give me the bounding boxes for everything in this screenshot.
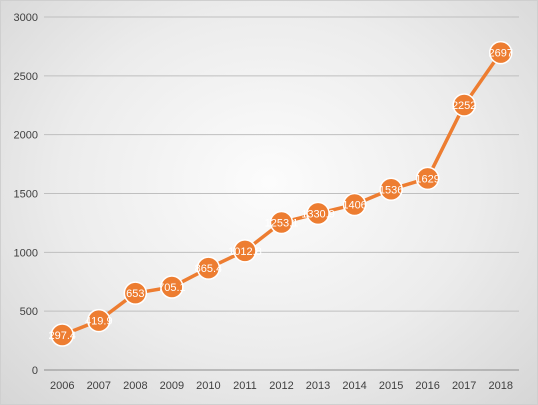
data-label: 1330.9 [301, 208, 335, 220]
data-point-marker [342, 192, 367, 217]
x-tick-label: 2010 [196, 380, 220, 392]
x-tick-label: 2014 [342, 380, 366, 392]
x-axis: 2006 2007 2008 2009 2010 2011 2012 2013 2014 2015… [50, 380, 513, 392]
data-label: 1629 [415, 173, 439, 185]
data-point-marker [415, 166, 440, 191]
data-label: 419.9 [85, 316, 113, 328]
data-point-marker [379, 177, 403, 202]
x-tick-label: 2006 [50, 380, 74, 392]
y-tick-label: 3000 [14, 12, 38, 24]
data-label: 705.1 [158, 282, 186, 294]
data-point-marker [160, 275, 184, 299]
data-point-marker [123, 281, 148, 305]
data-label: 1253.1 [265, 218, 299, 230]
y-tick-label: 0 [32, 365, 38, 377]
x-tick-label: 2017 [452, 380, 476, 392]
x-tick-label: 2013 [306, 380, 330, 392]
gridlines [44, 16, 519, 371]
data-point-marker [196, 256, 221, 280]
x-tick-label: 2011 [233, 380, 257, 392]
x-tick-label: 2015 [379, 380, 403, 392]
x-tick-label: 2009 [160, 380, 184, 392]
x-tick-label: 2018 [488, 380, 512, 392]
x-tick-label: 2016 [415, 380, 439, 392]
y-tick-label: 1000 [14, 247, 38, 259]
y-tick-label: 2000 [14, 130, 38, 142]
y-axis: 0 500 1000 1500 2000 2500 3000 [14, 12, 38, 377]
data-point-marker [233, 239, 257, 263]
data-point-marker [488, 40, 513, 65]
y-tick-label: 500 [20, 306, 38, 318]
data-label: 1536 [379, 184, 403, 196]
data-point-marker [306, 201, 330, 226]
y-tick-label: 2500 [14, 71, 38, 83]
data-label: 2252 [452, 100, 476, 112]
x-tick-label: 2008 [123, 380, 147, 392]
series-markers [50, 40, 513, 347]
x-tick-label: 2012 [269, 380, 293, 392]
data-label: 1406 [342, 200, 366, 212]
data-labels: 297.4 419.9 653 705.1 865.4 1012.8 1253.11330.… [49, 48, 513, 342]
data-point-marker [452, 93, 476, 117]
data-point-marker [269, 210, 294, 235]
data-label: 297.4 [49, 330, 77, 342]
y-tick-label: 1500 [14, 189, 38, 201]
x-tick-label: 2007 [87, 380, 111, 392]
data-point-marker [87, 308, 111, 333]
data-label: 865.4 [195, 263, 223, 275]
data-label: 1012.8 [228, 246, 262, 258]
data-label: 653 [126, 288, 144, 300]
data-label: 2697 [488, 48, 512, 60]
data-point-marker [50, 323, 75, 347]
